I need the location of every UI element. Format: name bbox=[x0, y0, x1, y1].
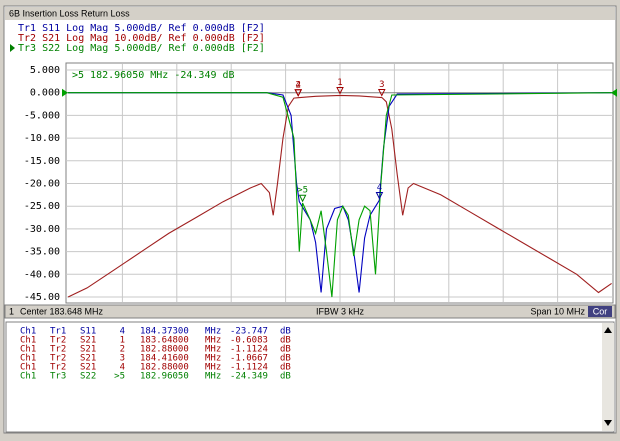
table-tr: Tr1 bbox=[50, 327, 66, 337]
table-ch: Ch1 bbox=[20, 354, 36, 364]
table-ch: Ch1 bbox=[20, 336, 36, 346]
status-span: Span 10 MHz bbox=[530, 306, 585, 316]
table-freq: 184.41600 bbox=[140, 354, 189, 364]
ref-arrow-left bbox=[62, 88, 68, 97]
table-marker: 3 bbox=[120, 354, 125, 364]
table-freq-unit: MHz bbox=[205, 336, 221, 346]
table-value: -0.6083 bbox=[230, 336, 268, 346]
table-param: S22 bbox=[80, 372, 96, 382]
active-trace-arrow bbox=[10, 44, 15, 52]
table-tr: Tr2 bbox=[50, 336, 66, 346]
status-channel: 1 bbox=[9, 306, 14, 316]
status-bar bbox=[4, 304, 616, 319]
trace-header: Tr2 S21 Log Mag 10.00dB/ Ref 0.000dB [F2… bbox=[18, 33, 265, 44]
y-tick-label: -15.00 bbox=[24, 156, 60, 167]
status-ifbw: IFBW 3 kHz bbox=[316, 306, 365, 316]
table-freq-unit: MHz bbox=[205, 345, 221, 355]
y-tick-label: -10.00 bbox=[24, 133, 60, 144]
table-value-unit: dB bbox=[280, 363, 291, 373]
marker-triangle bbox=[294, 89, 303, 97]
table-freq-unit: MHz bbox=[205, 327, 221, 337]
table-freq: 182.88000 bbox=[140, 345, 189, 355]
table-freq: 182.96050 bbox=[140, 372, 189, 382]
table-param: S21 bbox=[80, 363, 96, 373]
y-tick-label: 0.000 bbox=[30, 88, 60, 99]
active-marker-readout: >5 182.96050 MHz -24.349 dB bbox=[72, 70, 235, 81]
marker-label: 4 bbox=[377, 183, 382, 193]
y-tick-label: -45.00 bbox=[24, 292, 60, 303]
status-center: Center 183.648 MHz bbox=[20, 306, 104, 316]
table-param: S11 bbox=[80, 327, 96, 337]
table-ch: Ch1 bbox=[20, 345, 36, 355]
marker-label: 2 bbox=[296, 80, 301, 90]
table-value-unit: dB bbox=[280, 372, 291, 382]
marker-table-panel bbox=[5, 321, 615, 433]
table-value: -23.747 bbox=[230, 327, 268, 337]
table-marker: 4 bbox=[120, 327, 125, 337]
table-value-unit: dB bbox=[280, 354, 291, 364]
scrollbar[interactable] bbox=[602, 323, 614, 431]
marker-triangle bbox=[377, 89, 386, 97]
y-tick-label: 5.000 bbox=[30, 65, 60, 76]
status-correction: Cor bbox=[593, 306, 608, 316]
y-tick-label: -25.00 bbox=[24, 201, 60, 212]
table-marker: >5 bbox=[114, 372, 125, 382]
table-ch: Ch1 bbox=[20, 363, 36, 373]
table-freq-unit: MHz bbox=[205, 363, 221, 373]
table-param: S21 bbox=[80, 336, 96, 346]
marker-triangle bbox=[298, 194, 307, 203]
table-value-unit: dB bbox=[280, 336, 291, 346]
table-tr: Tr2 bbox=[50, 354, 66, 364]
table-value: -1.0667 bbox=[230, 354, 268, 364]
y-tick-label: -40.00 bbox=[24, 269, 60, 280]
table-tr: Tr2 bbox=[50, 345, 66, 355]
trace-line bbox=[67, 94, 612, 298]
table-freq: 182.88000 bbox=[140, 363, 189, 373]
y-tick-label: -5.000 bbox=[24, 110, 60, 121]
marker-label: 1 bbox=[337, 78, 342, 88]
table-freq: 184.37300 bbox=[140, 327, 189, 337]
y-tick-label: -35.00 bbox=[24, 247, 60, 258]
marker-triangle bbox=[336, 86, 344, 95]
trace-header: Tr3 S22 Log Mag 5.000dB/ Ref 0.000dB [F2… bbox=[18, 43, 265, 54]
trace-header: Tr1 S11 Log Mag 5.000dB/ Ref 0.000dB [F2… bbox=[18, 23, 265, 34]
table-value-unit: dB bbox=[280, 345, 291, 355]
table-value: -1.1124 bbox=[230, 363, 268, 373]
table-marker: 2 bbox=[120, 345, 125, 355]
table-param: S21 bbox=[80, 345, 96, 355]
table-ch: Ch1 bbox=[20, 372, 36, 382]
table-freq-unit: MHz bbox=[205, 372, 221, 382]
marker-label: >5 bbox=[297, 186, 308, 196]
table-marker: 4 bbox=[120, 363, 125, 373]
table-value: -1.1124 bbox=[230, 345, 268, 355]
table-freq: 183.64800 bbox=[140, 336, 189, 346]
marker-label: 4 bbox=[296, 80, 301, 90]
table-param: S21 bbox=[80, 354, 96, 364]
table-tr: Tr3 bbox=[50, 372, 66, 382]
cor-box bbox=[588, 306, 612, 317]
table-tr: Tr2 bbox=[50, 363, 66, 373]
window-title: 6B Insertion Loss Return Loss bbox=[9, 8, 130, 18]
table-value: -24.349 bbox=[230, 372, 268, 382]
marker-label: 3 bbox=[379, 80, 384, 90]
trace-line bbox=[68, 92, 612, 298]
table-marker: 1 bbox=[120, 336, 125, 346]
ref-arrow-right bbox=[611, 88, 617, 97]
table-ch: Ch1 bbox=[20, 327, 36, 337]
y-tick-label: -20.00 bbox=[24, 179, 60, 190]
title-bar bbox=[5, 7, 615, 20]
table-freq-unit: MHz bbox=[205, 354, 221, 364]
table-value-unit: dB bbox=[280, 327, 291, 337]
y-tick-label: -30.00 bbox=[24, 224, 60, 235]
marker-triangle bbox=[375, 192, 384, 200]
